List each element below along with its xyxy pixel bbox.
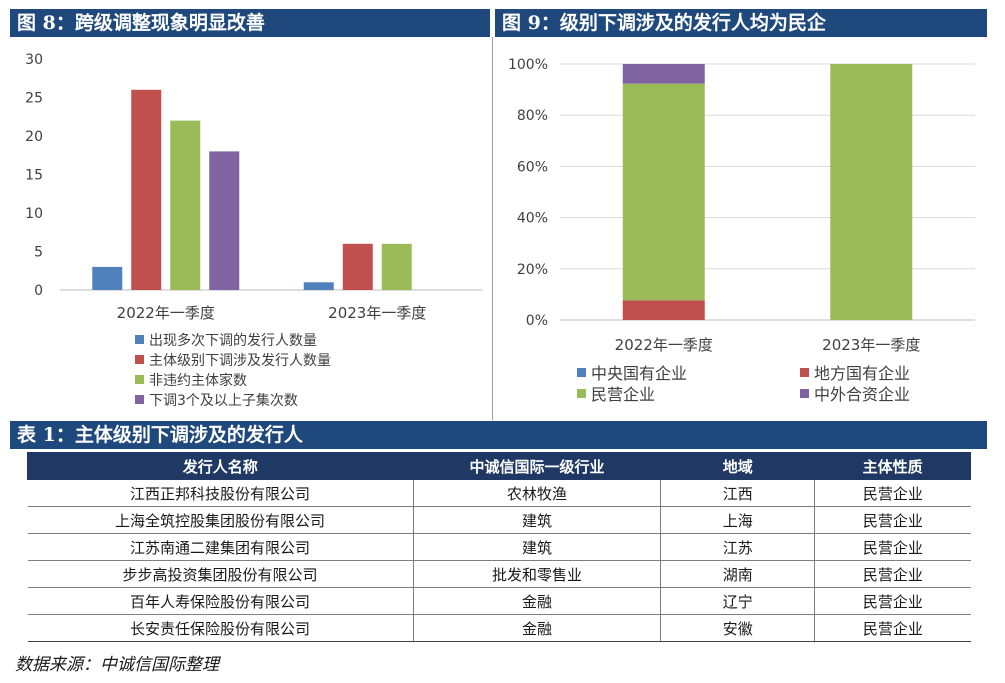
cell-issuer-name: 江苏南通二建集团有限公司: [27, 533, 414, 561]
legend-swatch: [800, 368, 809, 377]
cell-industry: 金融: [412, 587, 661, 615]
bar: [342, 243, 373, 290]
cell-region: 辽宁: [660, 587, 815, 615]
legend-swatch: [577, 368, 586, 377]
x-tick-label: 2022年一季度: [117, 304, 215, 322]
cell-ownership: 民营企业: [814, 614, 971, 642]
figure-8-bar-chart: 0 5 10 15 20 25 30 2022年一季度 2023年一季度出现多次下调的发行人数量…: [25, 52, 483, 409]
table-row: 江苏南通二建集团有限公司 建筑 江苏 民营企业: [27, 533, 971, 561]
legend-label: 非违约主体家数: [149, 372, 247, 389]
cell-ownership: 民营企业: [814, 560, 971, 588]
cell-region: 上海: [660, 506, 815, 534]
legend-swatch: [800, 389, 809, 398]
figure-9-stacked-bar-chart: 0% 20% 40% 60% 80% 100% 2022年一季度 2023年一季度中央国有企业…: [508, 57, 975, 404]
legend-label: 出现多次下调的发行人数量: [149, 332, 317, 349]
cell-industry: 金融: [412, 614, 661, 642]
y-tick-label: 15: [25, 168, 43, 184]
stacked-bar-segment: [830, 64, 913, 320]
figure-8-title: 图 8：跨级调整现象明显改善: [10, 9, 490, 37]
cell-industry: 建筑: [412, 533, 661, 561]
cell-issuer-name: 百年人寿保险股份有限公司: [27, 587, 414, 615]
cell-ownership: 民营企业: [814, 479, 971, 507]
legend-label: 中外合资企业: [814, 385, 910, 404]
header-issuer-name: 发行人名称: [27, 452, 414, 480]
legend-label: 下调3个及以上子集次数: [149, 392, 298, 409]
x-tick-label: 2022年一季度: [615, 336, 713, 354]
table-row: 上海全筑控股集团股份有限公司 建筑 上海 民营企业: [27, 506, 971, 534]
stacked-bar-segment: [622, 83, 705, 301]
legend-label: 地方国有企业: [814, 364, 910, 383]
issuer-table: 发行人名称 中诚信国际一级行业 地域 主体性质 江西正邦科技股份有限公司 农林牧…: [27, 452, 971, 642]
legend-swatch: [135, 395, 144, 404]
y-tick-label: 25: [25, 91, 43, 107]
header-industry: 中诚信国际一级行业: [412, 452, 662, 480]
bar: [92, 266, 123, 290]
cell-ownership: 民营企业: [814, 506, 971, 534]
y-tick-label: 10: [25, 206, 43, 222]
stacked-bar-segment: [622, 64, 705, 84]
legend-label: 民营企业: [591, 385, 655, 404]
table-header-row: 发行人名称 中诚信国际一级行业 地域 主体性质: [27, 452, 971, 480]
cell-region: 江西: [660, 479, 815, 507]
table-row: 步步高投资集团股份有限公司 批发和零售业 湖南 民营企业: [27, 560, 971, 588]
bar: [303, 282, 334, 290]
header-ownership: 主体性质: [814, 452, 971, 480]
y-tick-label: 5: [34, 245, 43, 261]
y-tick-label: 20: [25, 129, 43, 145]
table-1-title: 表 1：主体级别下调涉及的发行人: [10, 421, 987, 449]
cell-region: 安徽: [660, 614, 815, 642]
legend-swatch: [577, 389, 586, 398]
cell-industry: 建筑: [412, 506, 661, 534]
bar: [170, 120, 201, 290]
y-tick-label: 20%: [517, 262, 548, 278]
y-tick-label: 0%: [526, 313, 548, 329]
table-row: 百年人寿保险股份有限公司 金融 辽宁 民营企业: [27, 587, 971, 615]
table-row: 长安责任保险股份有限公司 金融 安徽 民营企业: [27, 614, 971, 642]
panel-divider: [492, 37, 493, 420]
y-tick-label: 0: [34, 283, 43, 299]
cell-issuer-name: 步步高投资集团股份有限公司: [27, 560, 414, 588]
source-note: 数据来源：中诚信国际整理: [15, 655, 219, 675]
cell-issuer-name: 江西正邦科技股份有限公司: [27, 479, 414, 507]
legend-label: 主体级别下调涉及发行人数量: [149, 353, 331, 369]
legend-swatch: [135, 375, 144, 384]
y-tick-label: 60%: [517, 159, 548, 175]
y-tick-label: 100%: [508, 57, 548, 73]
cell-industry: 批发和零售业: [412, 560, 661, 588]
cell-issuer-name: 长安责任保险股份有限公司: [27, 614, 414, 642]
cell-region: 江苏: [660, 533, 815, 561]
figure-9-title: 图 9：级别下调涉及的发行人均为民企: [495, 9, 987, 37]
bar: [381, 243, 412, 290]
cell-industry: 农林牧渔: [412, 479, 661, 507]
cell-ownership: 民营企业: [814, 587, 971, 615]
header-region: 地域: [660, 452, 816, 480]
legend-swatch: [135, 355, 144, 364]
cell-issuer-name: 上海全筑控股集团股份有限公司: [27, 506, 414, 534]
bar: [209, 151, 240, 290]
cell-region: 湖南: [660, 560, 815, 588]
legend-swatch: [135, 335, 144, 344]
cell-ownership: 民营企业: [814, 533, 971, 561]
y-tick-label: 80%: [517, 108, 548, 124]
legend-label: 中央国有企业: [591, 364, 687, 383]
stacked-bar-segment: [622, 300, 705, 320]
y-tick-label: 40%: [517, 211, 548, 227]
table-row: 江西正邦科技股份有限公司 农林牧渔 江西 民营企业: [27, 479, 971, 507]
x-tick-label: 2023年一季度: [328, 304, 426, 322]
y-tick-label: 30: [25, 52, 43, 68]
x-tick-label: 2023年一季度: [822, 336, 920, 354]
bar: [131, 89, 162, 290]
